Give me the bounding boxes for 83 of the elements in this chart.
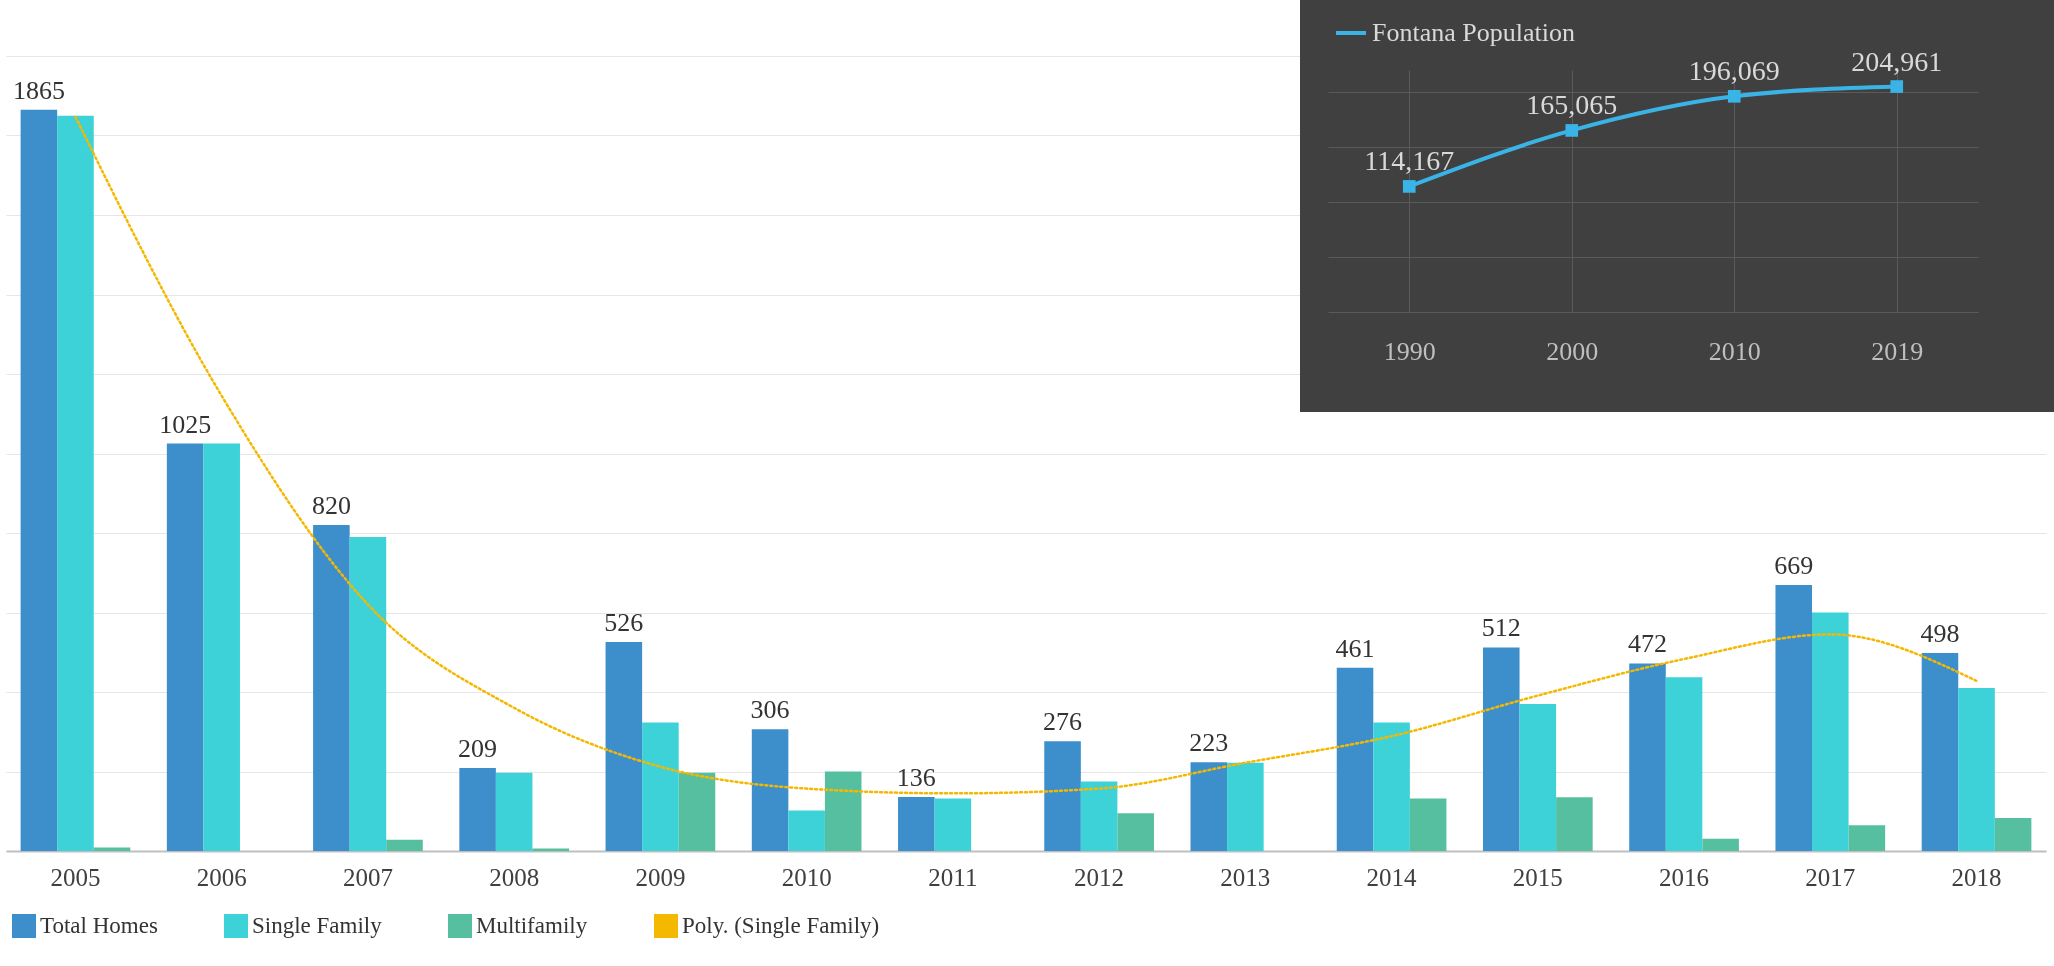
data-label: 669 xyxy=(1774,551,1814,581)
bar xyxy=(93,847,131,851)
data-label: 136 xyxy=(896,762,936,792)
bar xyxy=(898,796,935,851)
x-tick-label: 2000 xyxy=(1546,336,1599,366)
legend-label: Multifamily xyxy=(476,913,588,938)
bar xyxy=(1848,825,1886,851)
x-tick-label: 2006 xyxy=(196,863,247,891)
bar xyxy=(20,109,58,851)
point xyxy=(1402,180,1416,193)
x-tick-label: 2013 xyxy=(1220,863,1271,891)
bar xyxy=(57,115,94,851)
bar xyxy=(203,443,240,851)
x-tick-label: 1990 xyxy=(1383,336,1436,366)
data-label: 306 xyxy=(750,695,790,725)
bar xyxy=(1190,762,1228,851)
x-tick-label: 2010 xyxy=(781,863,832,891)
data-label: 196,069 xyxy=(1688,55,1780,87)
x-tick-label: 2014 xyxy=(1366,863,1418,891)
bar xyxy=(1702,838,1739,851)
bar xyxy=(605,641,643,851)
x-tick-label: 2011 xyxy=(928,863,978,891)
bar xyxy=(1921,653,1959,851)
bar xyxy=(1117,813,1154,851)
data-label: 820 xyxy=(311,491,351,521)
x-tick-label: 2018 xyxy=(1951,863,2002,891)
bar xyxy=(824,771,862,851)
bar xyxy=(166,443,204,851)
bar xyxy=(934,798,972,851)
data-label: 1025 xyxy=(159,409,212,439)
x-tick-label: 2007 xyxy=(342,863,393,891)
bar xyxy=(1812,612,1849,851)
bar xyxy=(1080,781,1118,851)
bar xyxy=(1409,798,1447,851)
legend-label: Poly. (Single Family) xyxy=(682,913,880,938)
bar xyxy=(751,729,789,851)
legend-label: Single Family xyxy=(252,913,383,938)
bar xyxy=(1336,667,1374,851)
x-tick-label: 2009 xyxy=(635,863,686,891)
bar xyxy=(349,536,387,851)
x-tick-label: 2005 xyxy=(50,863,101,891)
bar xyxy=(1994,818,2032,851)
data-label: 209 xyxy=(458,733,498,763)
bar xyxy=(1227,762,1264,851)
point xyxy=(1727,90,1741,103)
x-tick-label: 2012 xyxy=(1074,863,1125,891)
legend-label: Fontana Population xyxy=(1372,18,1575,47)
bar xyxy=(1556,797,1593,851)
x-tick-label: 2016 xyxy=(1659,863,1710,891)
data-label: 512 xyxy=(1481,613,1521,643)
bar xyxy=(642,722,679,851)
x-tick-label: 2015 xyxy=(1512,863,1563,891)
bar xyxy=(1958,688,1995,851)
bar xyxy=(313,525,350,851)
bar xyxy=(1629,663,1666,851)
data-label: 165,065 xyxy=(1526,89,1618,121)
x-tick-label: 2019 xyxy=(1871,336,1924,366)
x-tick-label: 2008 xyxy=(489,863,540,891)
data-label: 461 xyxy=(1335,633,1375,663)
point xyxy=(1565,124,1579,137)
data-label: 498 xyxy=(1920,619,1960,649)
data-label: 223 xyxy=(1189,728,1229,758)
point xyxy=(1890,80,1904,93)
data-label: 526 xyxy=(604,607,644,637)
data-label: 276 xyxy=(1043,707,1083,737)
bar xyxy=(495,772,533,851)
x-tick-label: 2017 xyxy=(1805,863,1856,891)
bar xyxy=(1775,585,1813,851)
bar xyxy=(1665,677,1703,851)
bar xyxy=(788,810,825,851)
data-label: 204,961 xyxy=(1851,45,1943,77)
bar xyxy=(1373,722,1410,851)
bar xyxy=(1482,647,1520,851)
bar xyxy=(459,767,496,851)
bar xyxy=(1519,703,1557,851)
bar xyxy=(1044,741,1081,851)
bar xyxy=(678,772,716,851)
data-label: 472 xyxy=(1628,629,1668,659)
x-tick-label: 2010 xyxy=(1708,336,1761,366)
data-label: 1865 xyxy=(12,75,65,105)
legend-label: Total Homes xyxy=(40,913,158,938)
data-label: 114,167 xyxy=(1364,145,1455,177)
bar xyxy=(386,839,423,851)
